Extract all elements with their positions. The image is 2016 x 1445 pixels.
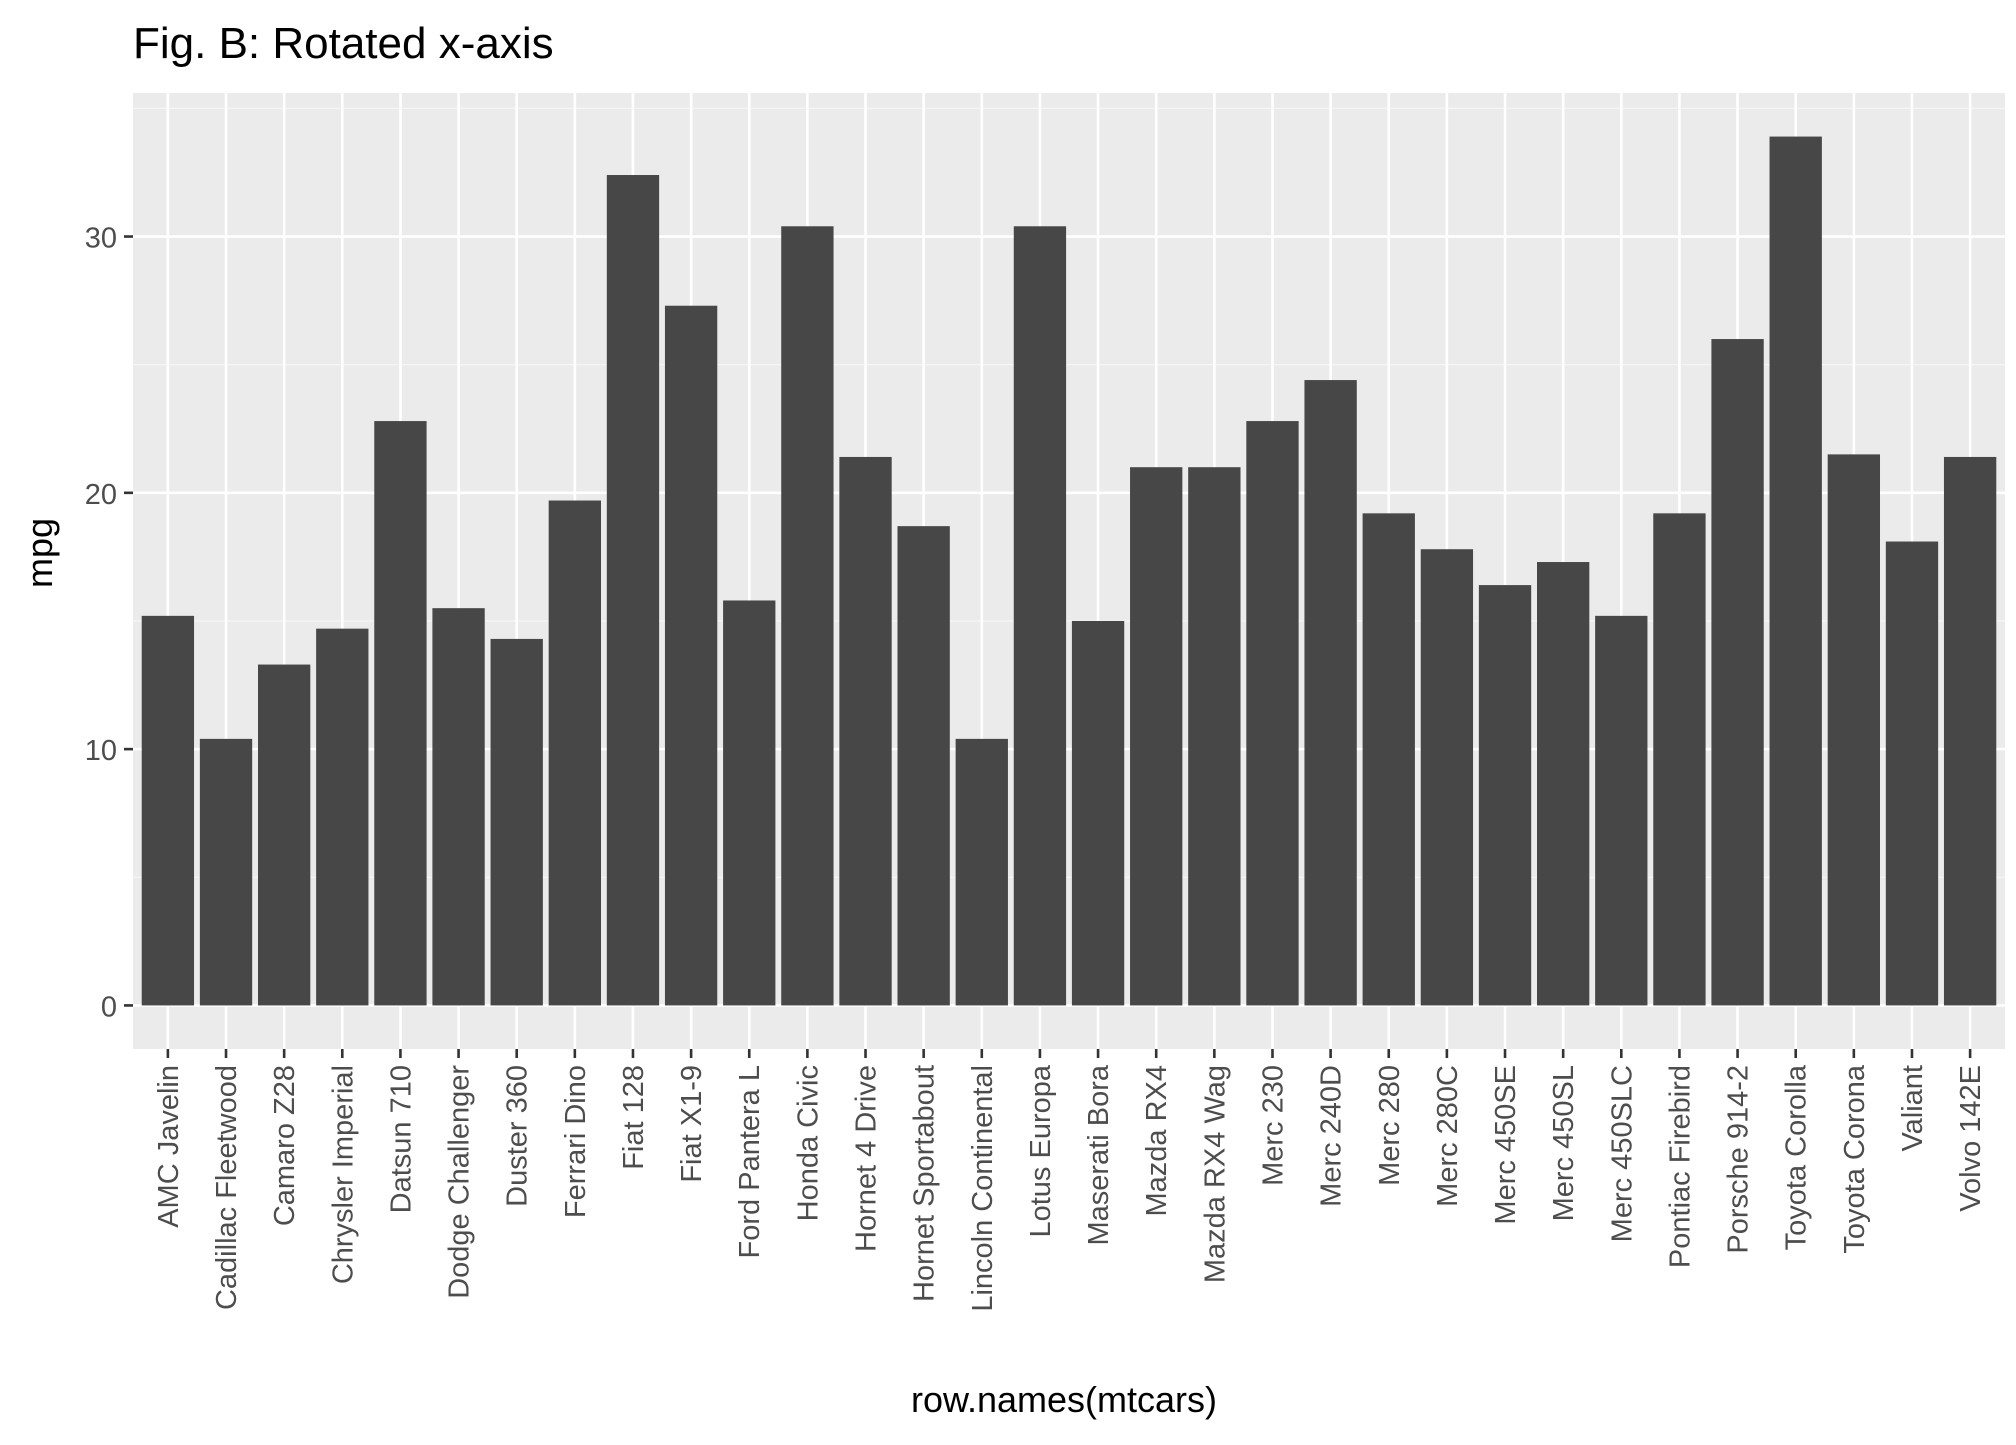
x-tick-label: Merc 240D (1316, 1065, 1348, 1207)
y-tick-label: 0 (101, 991, 117, 1023)
x-tick-label: Merc 280C (1432, 1065, 1464, 1207)
bar: Merc 280C: 17.8 (1420, 549, 1474, 1006)
y-tick-label: 20 (85, 479, 117, 511)
x-tick-label: Chrysler Imperial (327, 1065, 359, 1284)
x-tick-label: Merc 280 (1374, 1065, 1406, 1186)
x-tick-label: Duster 360 (502, 1065, 534, 1207)
bar: Fiat X1-9: 27.3 (664, 305, 718, 1006)
bar: Hornet 4 Drive: 21.4 (839, 456, 892, 1006)
bar: Pontiac Firebird: 19.2 (1653, 513, 1706, 1006)
bar: Lincoln Continental: 10.4 (955, 738, 1008, 1006)
chart-title: Fig. B: Rotated x-axis (133, 19, 554, 68)
y-axis-title: mpg (19, 518, 60, 588)
x-tick-label: Merc 450SL (1548, 1065, 1580, 1221)
bar: Mazda RX4: 21 (1130, 467, 1183, 1006)
bar: Toyota Corolla: 33.9 (1769, 136, 1822, 1006)
x-tick-label: Porsche 914-2 (1723, 1065, 1755, 1254)
bar: Porsche 914-2: 26 (1711, 339, 1764, 1006)
bar: Cadillac Fleetwood: 10.4 (199, 738, 253, 1006)
bar: Merc 280: 19.2 (1362, 513, 1415, 1006)
x-tick-label: Ferrari Dino (560, 1065, 592, 1218)
bars: AMC Javelin: 15.2Cadillac Fleetwood: 10.… (141, 136, 1997, 1006)
x-tick-label: Mazda RX4 (1141, 1065, 1173, 1217)
bar: Merc 450SL: 17.3 (1537, 562, 1590, 1006)
x-tick-label: Merc 450SE (1490, 1065, 1522, 1225)
x-tick-label: Hornet Sportabout (909, 1065, 941, 1302)
x-tick-label: Maserati Bora (1083, 1064, 1115, 1245)
x-tick-label: Datsun 710 (385, 1065, 417, 1213)
bar: Dodge Challenger: 15.5 (432, 608, 485, 1006)
bar: Chrysler Imperial: 14.7 (316, 628, 369, 1006)
bar: Mazda RX4 Wag: 21 (1188, 467, 1241, 1006)
bar: Duster 360: 14.3 (490, 638, 543, 1006)
bar: Merc 450SLC: 15.2 (1595, 615, 1648, 1006)
bar: Ford Pantera L: 15.8 (723, 600, 776, 1006)
x-axis: AMC Javelin Cadillac Fleetwood Camaro Z28 C… (153, 1049, 1987, 1312)
bar: Datsun 710: 22.8 (374, 421, 427, 1006)
bar: Merc 240D: 24.4 (1304, 380, 1357, 1006)
bar: Fiat 128: 32.4 (606, 175, 660, 1006)
bar: Camaro Z28: 13.3 (257, 664, 311, 1006)
x-tick-label: Valiant (1897, 1065, 1929, 1152)
x-tick-label: Pontiac Firebird (1664, 1065, 1696, 1268)
bar: Lotus Europa: 30.4 (1013, 226, 1067, 1006)
x-tick-label: Hornet 4 Drive (851, 1065, 883, 1252)
bar: Toyota Corona: 21.5 (1827, 454, 1881, 1006)
y-tick-label: 30 (85, 223, 117, 255)
x-tick-label: Honda Civic (792, 1065, 824, 1221)
bar: AMC Javelin: 15.2 (141, 615, 195, 1006)
x-tick-label: Cadillac Fleetwood (211, 1065, 243, 1310)
bar: Merc 450SE: 16.4 (1478, 585, 1532, 1006)
x-tick-label: Merc 230 (1257, 1065, 1289, 1186)
x-tick-label: Volvo 142E (1955, 1065, 1987, 1212)
x-tick-label: AMC Javelin (153, 1065, 185, 1228)
bar: Valiant: 18.1 (1885, 541, 1939, 1006)
x-tick-label: Merc 450SLC (1606, 1065, 1638, 1242)
bar: Volvo 142E: 21.4 (1943, 456, 1997, 1006)
bar: Ferrari Dino: 19.7 (548, 500, 601, 1006)
x-axis-title: row.names(mtcars) (911, 1379, 1217, 1420)
x-tick-label: Dodge Challenger (444, 1065, 476, 1299)
bar: Merc 230: 22.8 (1246, 421, 1299, 1006)
x-tick-label: Ford Pantera L (734, 1065, 766, 1258)
x-tick-label: Camaro Z28 (269, 1065, 301, 1226)
x-tick-label: Toyota Corona (1839, 1064, 1871, 1253)
x-tick-label: Toyota Corolla (1781, 1064, 1813, 1250)
y-tick-label: 10 (85, 735, 117, 767)
x-tick-label: Lotus Europa (1025, 1064, 1057, 1237)
bar: Hornet Sportabout: 18.7 (897, 526, 950, 1006)
x-tick-label: Fiat 128 (618, 1065, 650, 1170)
x-tick-label: Mazda RX4 Wag (1199, 1065, 1231, 1283)
y-axis: 0 10 20 30 (85, 223, 133, 1023)
bar: Maserati Bora: 15 (1071, 620, 1125, 1006)
x-tick-label: Fiat X1-9 (676, 1065, 708, 1183)
x-tick-label: Lincoln Continental (967, 1065, 999, 1312)
bar: Honda Civic: 30.4 (781, 226, 834, 1006)
